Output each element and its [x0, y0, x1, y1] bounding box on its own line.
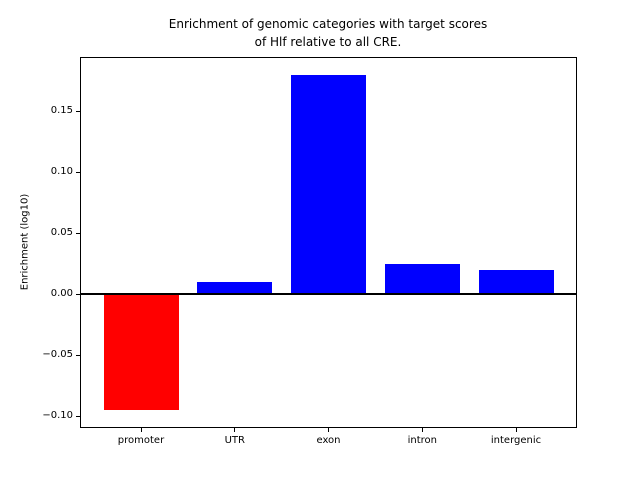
x-tick-label-intergenic: intergenic	[490, 435, 542, 446]
bar-promoter	[103, 294, 179, 411]
plot-area	[80, 57, 577, 428]
bar-UTR	[197, 282, 273, 295]
y-tick-label: 0.05	[50, 227, 73, 239]
x-tick	[421, 428, 423, 432]
y-tick	[76, 171, 80, 173]
x-tick-label-promoter: promoter	[117, 435, 165, 446]
y-tick	[76, 232, 80, 234]
x-tick	[515, 428, 517, 432]
y-tick-label: 0.00	[50, 288, 73, 300]
zero-line	[81, 293, 576, 296]
x-tick	[328, 428, 329, 432]
bar-intron	[384, 263, 460, 295]
x-tick	[234, 428, 236, 432]
bar-intergenic	[478, 269, 554, 295]
y-tick-label: 0.10	[50, 166, 73, 178]
y-axis-label: Enrichment (log10)	[19, 193, 31, 291]
x-tick-label-exon: exon	[316, 435, 341, 446]
y-tick	[76, 110, 80, 112]
x-tick-label-intron: intron	[407, 435, 437, 446]
x-tick-label-UTR: UTR	[224, 435, 245, 446]
chart-title: Enrichment of genomic categories with ta…	[169, 15, 487, 51]
y-tick	[76, 293, 80, 295]
bar-exon	[291, 74, 366, 295]
y-tick-label: −0.05	[42, 349, 73, 361]
chart-title-line2: of Hlf relative to all CRE.	[254, 35, 402, 49]
x-tick	[140, 428, 142, 432]
y-tick-label: 0.15	[50, 105, 73, 117]
chart-title-line1: Enrichment of genomic categories with ta…	[168, 17, 488, 31]
y-tick	[76, 415, 80, 417]
y-tick	[76, 354, 80, 356]
y-tick-label: −0.10	[42, 410, 73, 422]
